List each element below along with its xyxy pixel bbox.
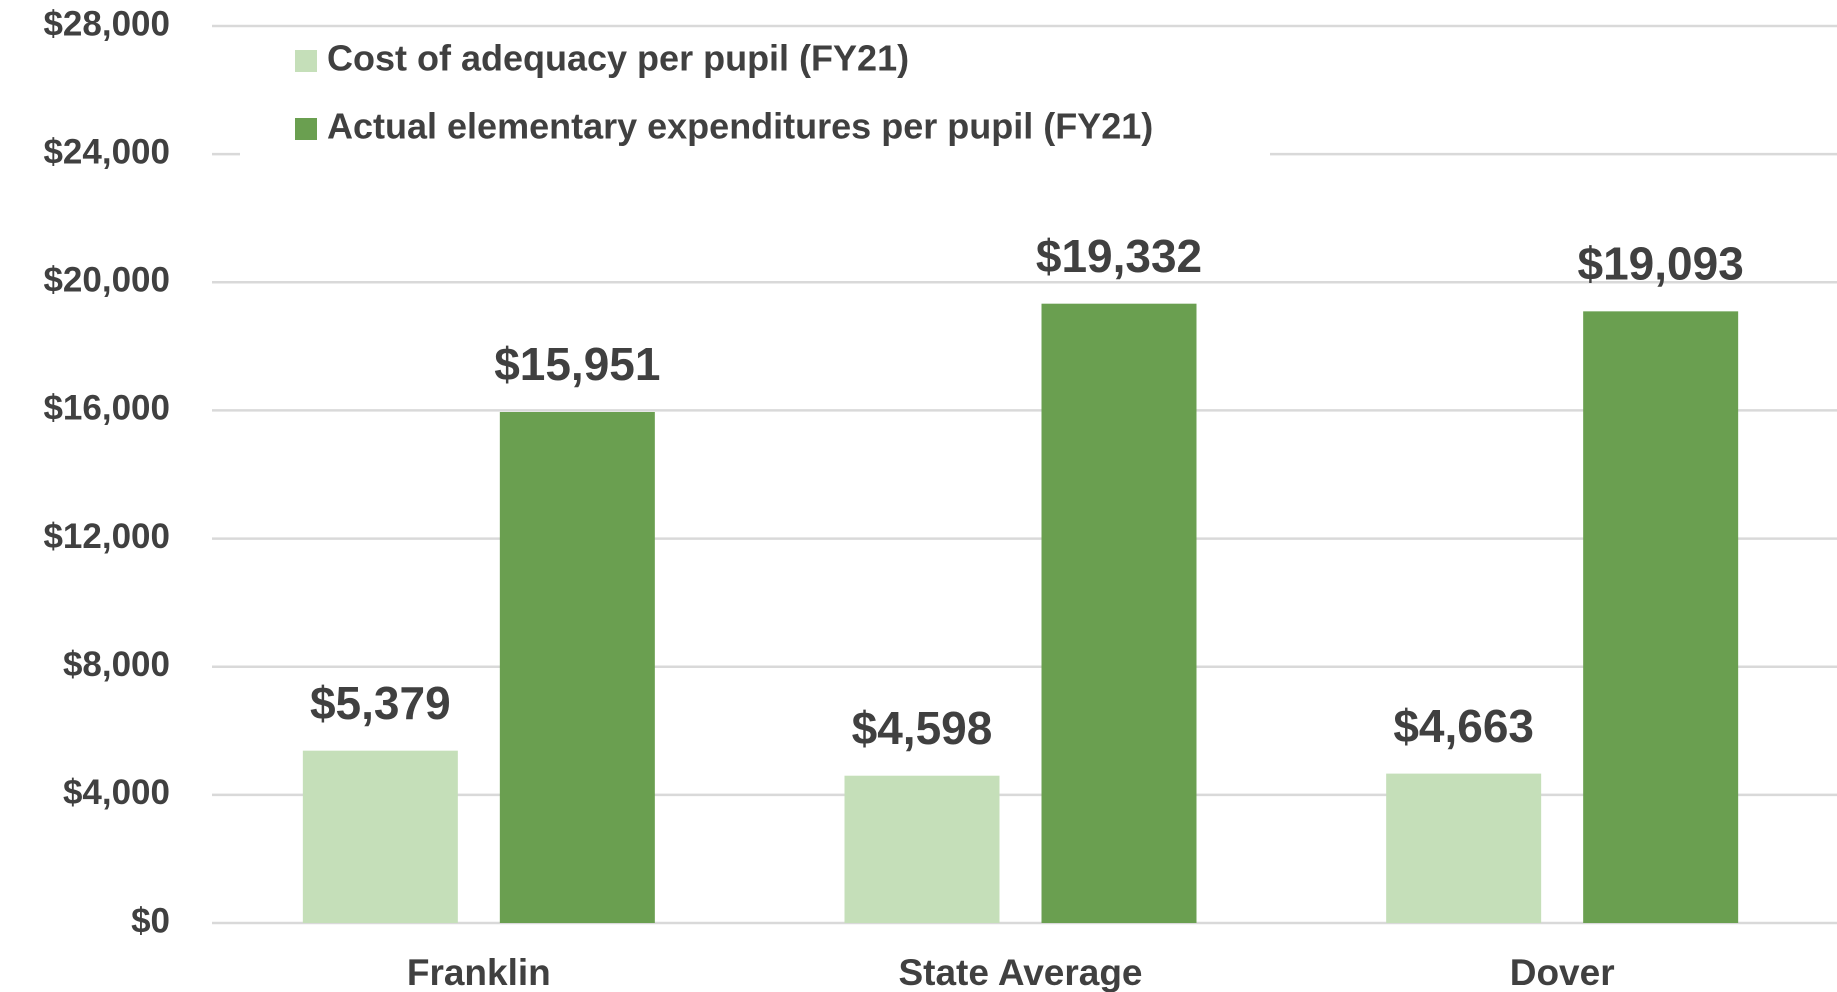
legend-label: Actual elementary expenditures per pupil… <box>327 106 1153 147</box>
y-tick-label: $4,000 <box>63 773 170 812</box>
bar <box>499 411 655 923</box>
legend-background <box>240 28 1270 162</box>
bar <box>1583 311 1739 923</box>
data-label: $5,379 <box>310 677 451 729</box>
y-tick-label: $0 <box>131 901 170 940</box>
y-tick-label: $12,000 <box>43 517 170 556</box>
y-tick-label: $20,000 <box>43 261 170 300</box>
bar <box>302 750 458 923</box>
legend-label: Cost of adequacy per pupil (FY21) <box>327 38 909 79</box>
legend-swatch <box>295 118 317 140</box>
y-tick-label: $8,000 <box>63 645 170 684</box>
data-label: $19,093 <box>1578 237 1744 289</box>
x-tick-label: State Average <box>898 952 1142 992</box>
data-label: $4,663 <box>1393 700 1534 752</box>
data-label: $15,951 <box>494 338 660 390</box>
data-label: $4,598 <box>852 702 993 754</box>
x-tick-label: Franklin <box>407 952 551 992</box>
legend-swatch <box>295 50 317 72</box>
bar <box>844 775 1000 923</box>
y-tick-label: $16,000 <box>43 389 170 428</box>
y-tick-label: $24,000 <box>43 132 170 171</box>
bar <box>1041 303 1197 924</box>
y-tick-label: $28,000 <box>43 4 170 43</box>
x-tick-label: Dover <box>1510 952 1615 992</box>
bar <box>1386 773 1542 923</box>
data-label: $19,332 <box>1036 230 1202 282</box>
